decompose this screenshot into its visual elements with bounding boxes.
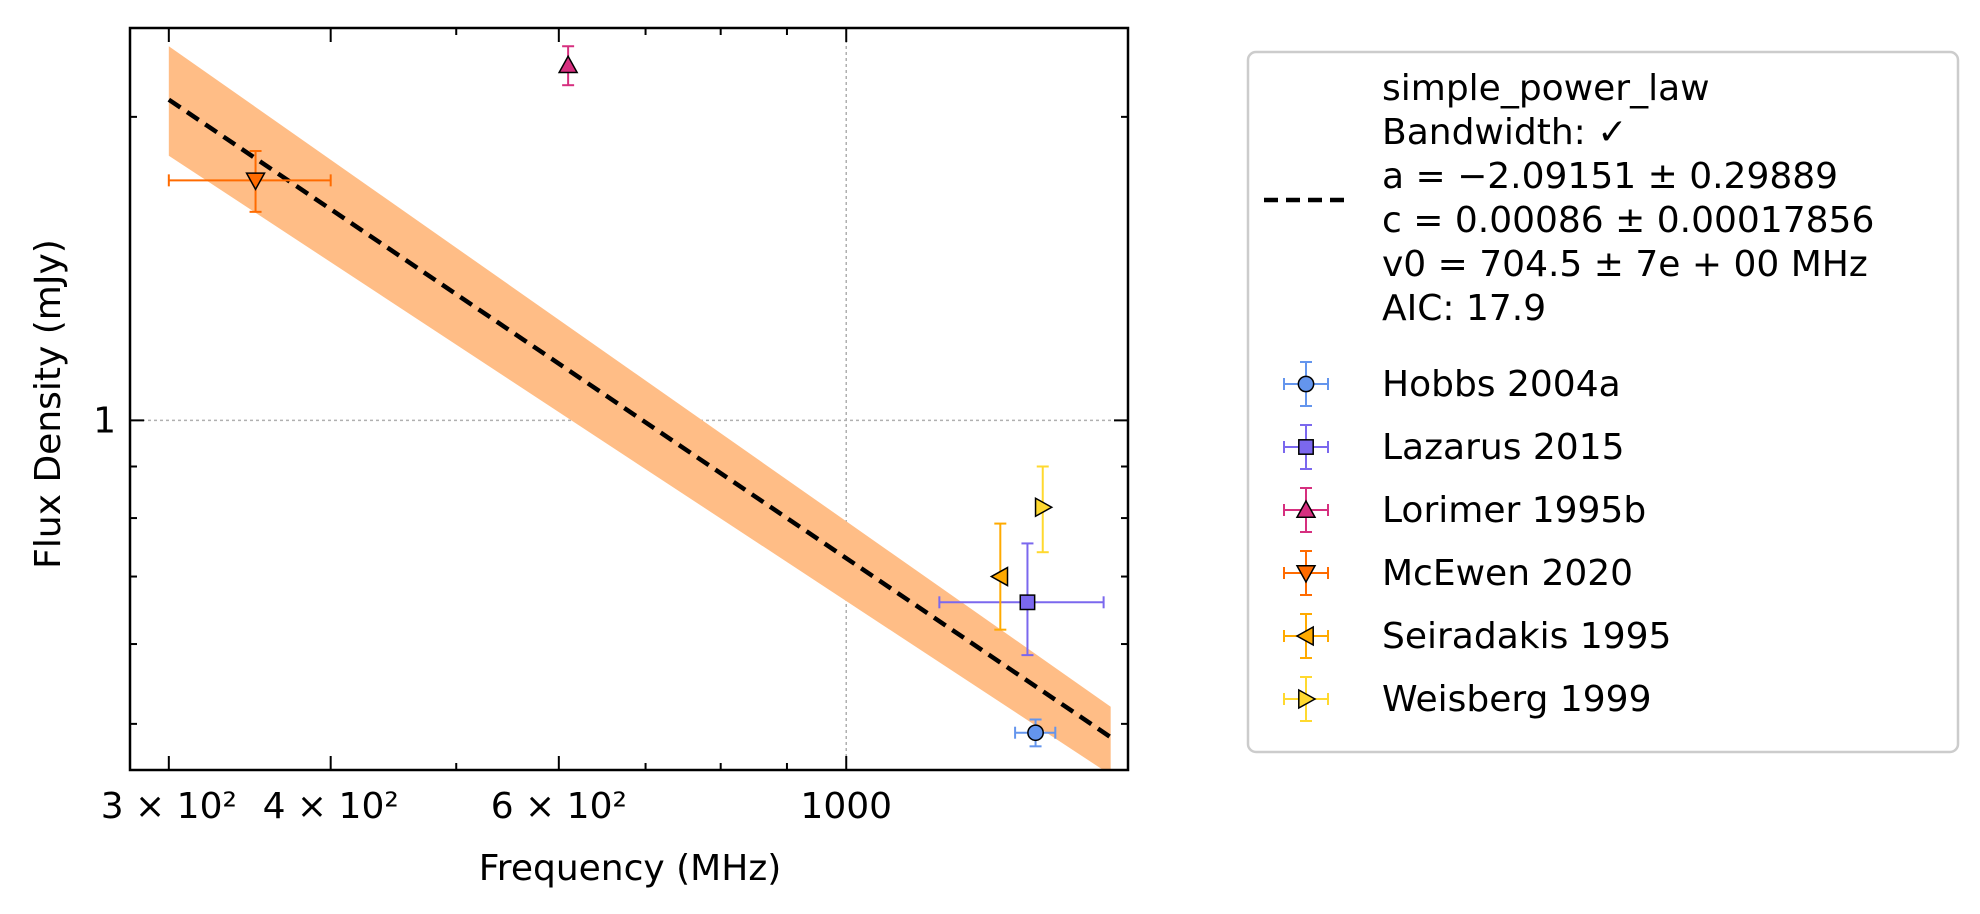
- series-seiradakis-1995: [989, 522, 1009, 631]
- legend-entry-lorimer-1995b: Lorimer 1995b: [1283, 487, 1646, 533]
- data-point: [1297, 375, 1315, 393]
- data-point: [245, 172, 266, 191]
- legend-fit-line-4: v0 = 704.5 ± 7e + 00 MHz: [1382, 244, 1868, 285]
- data-point: [557, 54, 579, 74]
- plot-frame: [128, 26, 1130, 772]
- legend-box: [1246, 50, 1960, 754]
- x-axis-label: Frequency (MHz): [479, 848, 782, 889]
- legend-fit-line-2: a = −2.09151 ± 0.29889: [1382, 156, 1838, 197]
- legend-fit-line-0: simple_power_law: [1382, 68, 1710, 109]
- legend-entry-seiradakis-1995: Seiradakis 1995: [1283, 613, 1671, 659]
- series-mcewen-2020: [167, 149, 332, 213]
- legend-entry-hobbs-2004a: Hobbs 2004a: [1283, 361, 1621, 407]
- data-point: [1034, 496, 1054, 518]
- legend-entry-lazarus-2015: Lazarus 2015: [1283, 424, 1625, 470]
- legend-label: Weisberg 1999: [1382, 679, 1651, 720]
- legend-label: McEwen 2020: [1382, 553, 1633, 594]
- plot-area: [130, 28, 1128, 770]
- x-tick-label: 6 × 10²: [491, 786, 627, 827]
- series-hobbs-2004a: [1014, 718, 1057, 748]
- data-point: [1027, 724, 1044, 742]
- legend-label: Seiradakis 1995: [1382, 616, 1671, 657]
- data-point: [1298, 688, 1317, 710]
- x-tick-label: 1000: [800, 786, 892, 827]
- fit-line: [167, 97, 1112, 740]
- data-point: [989, 566, 1009, 587]
- legend-fit-line-1: Bandwidth: ✓: [1382, 112, 1627, 153]
- legend-fit-line-5: AIC: 17.9: [1382, 288, 1546, 329]
- data-point: [1295, 499, 1317, 518]
- legend-fit-line-3: c = 0.00086 ± 0.00017856: [1382, 200, 1874, 241]
- legend-entry-weisberg-1999: Weisberg 1999: [1283, 676, 1651, 722]
- data-point: [1019, 594, 1036, 611]
- series-lorimer-1995b: [557, 45, 579, 87]
- y-axis-label: Flux Density (mJy): [28, 239, 69, 569]
- legend-label: Lorimer 1995b: [1382, 490, 1646, 531]
- data-point: [1295, 565, 1317, 584]
- fit-uncertainty-band: [168, 46, 1111, 770]
- x-tick-label: 4 × 10²: [263, 786, 399, 827]
- data-point: [1295, 625, 1314, 647]
- x-tick-label: 3 × 10²: [101, 786, 237, 827]
- y-tick-label: 1: [93, 400, 116, 441]
- data-point: [1298, 439, 1314, 455]
- axes: 3 × 10² 4 × 10² 6 × 10² 1000 1: [93, 26, 1130, 827]
- plot-content: [130, 28, 1128, 770]
- legend-label: Lazarus 2015: [1382, 427, 1625, 468]
- series-lazarus-2015: [938, 542, 1105, 657]
- legend-label: Hobbs 2004a: [1382, 364, 1621, 405]
- legend-entry-mcewen-2020: McEwen 2020: [1283, 550, 1633, 596]
- series-weisberg-1999: [1034, 465, 1054, 554]
